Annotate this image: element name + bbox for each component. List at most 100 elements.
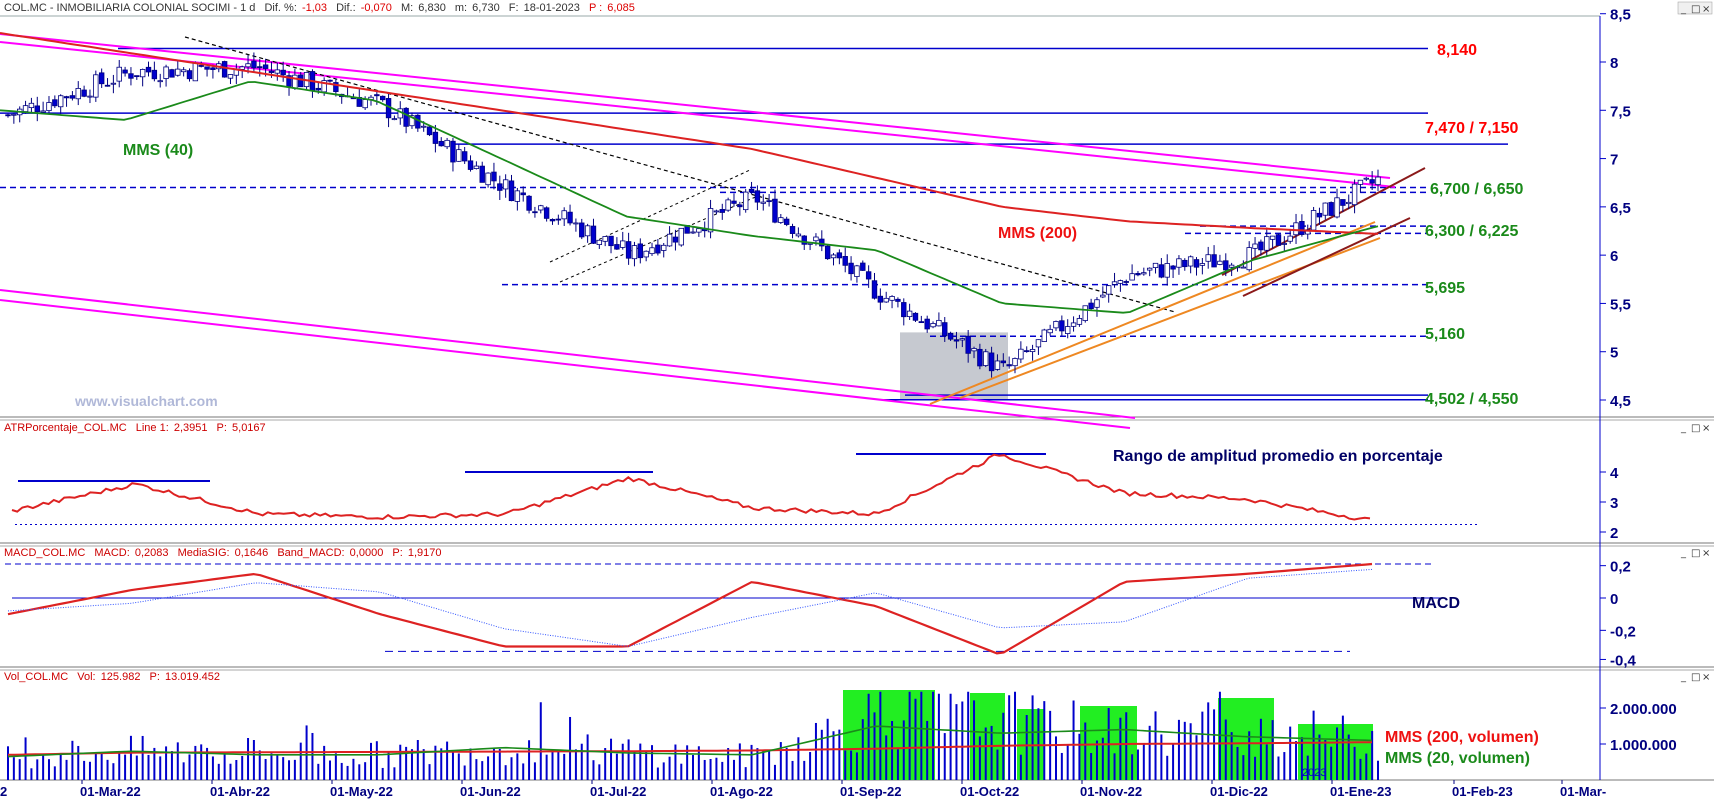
macd-title: MACD [1412, 595, 1460, 612]
candle-body [28, 102, 35, 109]
candle-body [1357, 179, 1364, 185]
volume-mms20-line [7, 725, 1373, 758]
candle-body [901, 302, 907, 318]
panel-frames [0, 15, 1714, 781]
candle-body [602, 236, 608, 242]
candle-body [1041, 329, 1047, 342]
candle-body [81, 89, 87, 97]
x-tick-label: 01-Nov-22 [1080, 784, 1142, 799]
candle-body [134, 75, 140, 78]
watermark: www.visualchart.com [74, 393, 218, 409]
candle-body [977, 348, 983, 367]
candle-body [532, 211, 538, 214]
candle-body [1176, 258, 1182, 268]
candle-body [333, 82, 339, 92]
atr-tick-label: 3 [1610, 495, 1618, 512]
macd-panel-header: MACD_COL.MC MACD: 0,2083 MediaSIG: 0,164… [4, 547, 442, 559]
candle-body [280, 69, 286, 76]
candle-body [169, 69, 175, 78]
candle-body [1205, 254, 1211, 262]
candle-body [655, 244, 661, 254]
window-buttons-atr[interactable]: _ □ × [1680, 423, 1710, 434]
candle-body [731, 200, 737, 204]
candle-body [204, 66, 210, 70]
candle-body [614, 244, 620, 250]
candle-body [666, 233, 673, 247]
candle-body [11, 113, 17, 116]
candle-body [1281, 243, 1288, 245]
macd-tick-label: 0 [1610, 591, 1618, 608]
candle-body [1369, 179, 1375, 184]
candle-body [210, 67, 216, 70]
candle-body [596, 239, 603, 246]
candle-body [245, 63, 251, 68]
svg-text:MACD_COL.MC MACD:: MACD_COL.MC MACD: 0,2083 MediaSIG: 0,164… [4, 547, 442, 559]
candle-body [1082, 305, 1088, 321]
candle-body [918, 321, 925, 324]
candle-body [508, 180, 515, 202]
candle-body [57, 95, 64, 108]
candle-body [128, 73, 134, 79]
legend-mms20-volume: MMS (20, volumen) [1385, 750, 1530, 767]
candle-body [1152, 262, 1159, 269]
candle-body [380, 95, 386, 101]
candle-body [584, 225, 591, 237]
svg-text:□: □ [1691, 548, 1700, 559]
candle-body [906, 310, 913, 318]
level-label-6: 4,502 / 4,550 [1425, 391, 1519, 408]
candle-body [374, 94, 380, 97]
candle-body [631, 245, 638, 260]
candle-body [883, 297, 889, 303]
candle-body [1158, 264, 1165, 278]
candle-body [1088, 302, 1094, 310]
candle-body [1065, 326, 1071, 334]
volume-bars [7, 691, 1379, 780]
window-buttons-macd[interactable]: _ □ × [1680, 548, 1710, 559]
candle-body [145, 66, 152, 73]
candle-body [63, 96, 70, 99]
candle-body [1258, 241, 1264, 251]
window-buttons-volume[interactable]: _ □ × [1680, 672, 1710, 683]
x-tick-label: 2 [0, 784, 7, 799]
svg-text:Vol_COL.MC Vol: 12: Vol_COL.MC Vol: 125.982 P: 13.019.452 [4, 671, 220, 683]
price-tick-label: 5,5 [1610, 296, 1631, 313]
candle-body [1351, 183, 1358, 206]
candle-body [1053, 321, 1059, 329]
macd-signal-line [7, 568, 1373, 647]
candle-body [221, 61, 228, 78]
candle-body [854, 265, 860, 277]
volume-highlight-4 [1218, 698, 1274, 780]
candle-body [895, 298, 901, 302]
macd-tick-label: -0,4 [1610, 652, 1637, 669]
candle-body [1170, 265, 1176, 270]
candle-body [456, 149, 462, 162]
candle-body [420, 125, 427, 128]
legend-mms200-volume: MMS (200, volumen) [1385, 729, 1539, 746]
candle-body [871, 280, 878, 299]
candle-body [485, 172, 491, 186]
candle-body [40, 110, 46, 113]
candle-body [1146, 267, 1153, 271]
mms200-line [0, 32, 1379, 235]
candle-body [637, 243, 644, 259]
window-buttons-price[interactable]: _ □ × [1677, 1, 1713, 15]
candle-body [1035, 339, 1042, 348]
magenta-channel-0 [0, 33, 1391, 179]
svg-text:_: _ [1680, 548, 1687, 559]
candle-body [713, 210, 720, 213]
candle-body [555, 218, 562, 221]
x-tick-label: 01-Feb-23 [1452, 784, 1513, 799]
candle-body [1135, 273, 1141, 276]
candle-body [994, 360, 1001, 370]
candle-body [742, 191, 749, 211]
atr-tick-label: 2 [1610, 525, 1618, 542]
svg-text:×: × [1702, 423, 1710, 434]
candle-body [362, 99, 368, 109]
candle-body [1346, 201, 1352, 205]
candle-body [965, 335, 971, 354]
candle-body [34, 105, 40, 113]
candle-body [1123, 281, 1129, 283]
candle-body [526, 195, 532, 211]
x-tick-label: 01-Mar- [1560, 784, 1606, 799]
x-tick-label: 01-Mar-22 [80, 784, 141, 799]
